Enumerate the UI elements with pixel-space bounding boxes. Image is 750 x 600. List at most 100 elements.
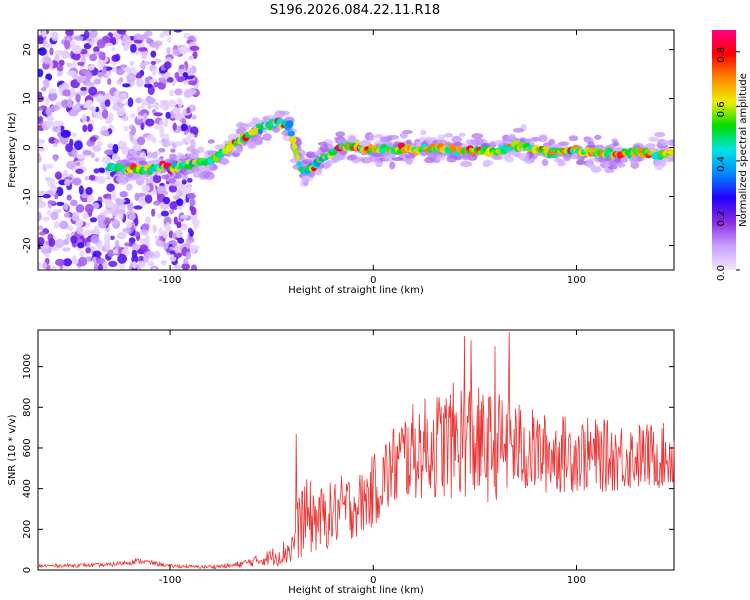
noise-cell [122,227,131,233]
noise-cell [85,256,93,262]
noise-cell [140,49,148,60]
ridge-halo-cell [128,150,137,155]
noise-cell [174,72,180,79]
noise-cell [170,148,176,153]
ridge-halo-cell [659,140,672,146]
noise-cell [122,34,131,45]
noise-cell [38,153,41,163]
noise-cell [187,133,195,138]
noise-cell [150,50,157,58]
noise-cell [82,212,89,220]
noise-cell [177,237,185,244]
noise-cell [38,196,43,204]
noise-cell [84,71,93,80]
noise-cell [123,125,129,132]
spectrogram-y-tick-label: 20 [22,43,33,56]
ridge-halo-cell [306,158,314,163]
spectrogram-x-label: Height of straight line (km) [288,285,424,296]
noise-cell [181,118,187,126]
noise-cell [154,235,160,240]
noise-cell [151,151,158,159]
ridge-halo-cell [512,127,524,133]
ridge-halo-cell [453,142,463,147]
noise-cell [171,232,177,240]
noise-cell [53,221,60,229]
noise-cell [113,218,119,226]
ridge-halo-cell [190,153,198,159]
noise-cell [166,47,171,55]
noise-cell [92,145,102,152]
noise-cell [136,136,146,146]
noise-cell [179,64,185,70]
ridge-halo-cell [203,172,215,180]
noise-cell [79,250,86,257]
ridge-halo-cell [518,153,530,161]
colorbar-tick-label: 0.6 [716,101,727,117]
noise-cell [141,99,146,109]
ridge-halo-cell [405,139,412,145]
ridge-halo-cell [530,137,542,142]
ridge-halo-cell [608,161,617,166]
noise-cell [127,97,134,108]
noise-cell [122,44,129,52]
noise-cell [122,83,131,88]
noise-cell [78,185,84,195]
noise-cell [176,198,184,207]
noise-cell [73,35,84,41]
noise-cell [89,53,98,62]
noise-cell [155,43,159,50]
noise-cell [187,192,196,200]
noise-cell [50,185,58,193]
ridge-halo-cell [231,147,244,154]
noise-cell [186,178,193,183]
noise-cell [145,251,155,258]
ridge-halo-cell [564,155,571,162]
noise-cell [78,256,88,267]
snr-x-ticks: -100 0 100 [159,330,586,586]
noise-cell [112,104,120,111]
ridge-halo-cell [169,153,177,160]
noise-cell [90,234,100,244]
noise-cell [48,88,57,94]
noise-cell [101,130,110,137]
noise-cell [77,61,85,66]
noise-cell [144,83,153,88]
noise-cell [51,31,59,42]
noise-cell [193,221,199,229]
noise-cell [47,200,57,205]
noise-cell [180,214,189,219]
noise-cell [137,47,148,52]
ridge-halo-cell [538,134,548,140]
ridge-halo-cell [193,170,200,178]
noise-cell [46,115,55,122]
noise-cell [153,112,163,117]
noise-cell [82,149,92,156]
snr-y-tick-label: 400 [22,479,33,498]
ridge-halo-cell [272,128,280,134]
noise-cell [96,242,104,250]
noise-cell [101,109,109,119]
noise-cell [115,68,125,76]
noise-cell [45,107,53,116]
noise-cell [133,39,143,44]
snr-x-label: Height of straight line (km) [288,585,424,596]
noise-cell [182,72,188,78]
noise-cell [183,258,189,265]
noise-cell [140,200,146,206]
noise-cell [139,244,149,253]
noise-cell [135,72,143,79]
noise-cell [189,198,196,207]
noise-cell [181,262,190,270]
ridge-halo-cell [493,139,506,146]
noise-cell [83,229,93,236]
ridge-halo-cell [553,157,562,163]
noise-cell [38,225,44,231]
noise-cell [53,154,58,162]
noise-cell [46,120,55,128]
snr-y-tick-label: 0 [22,567,33,573]
ridge-halo-cell [568,135,579,142]
noise-cell [44,163,55,169]
ridge-halo-cell [492,156,503,161]
ridge-halo-cell [557,162,567,167]
noise-cell [189,205,194,212]
